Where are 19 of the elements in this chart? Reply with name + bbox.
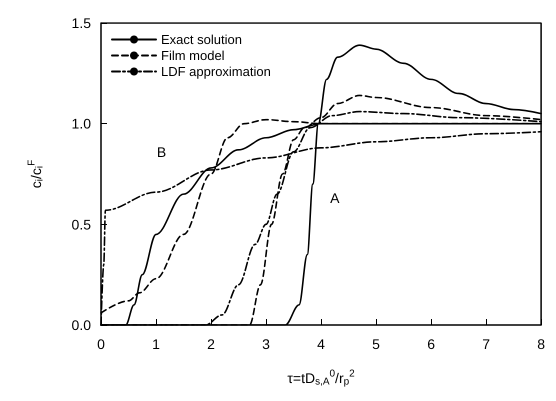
legend-label: LDF approximation — [161, 64, 271, 79]
y-tick-label: 1.5 — [72, 15, 92, 31]
annotation: B — [156, 144, 166, 160]
x-tick-label: 4 — [317, 336, 326, 352]
x-tick-label: 2 — [207, 336, 216, 352]
x-tick-label: 7 — [482, 336, 490, 352]
x-tick-label: 1 — [152, 336, 160, 352]
y-tick-label: 0.5 — [72, 216, 92, 232]
y-tick-label: 0.0 — [72, 317, 92, 333]
x-tick-label: 5 — [372, 336, 380, 352]
y-axis-title: ci/ciF — [26, 160, 46, 188]
annotation: A — [330, 190, 340, 206]
x-tick-label: 3 — [262, 336, 270, 352]
x-tick-label: 0 — [97, 336, 106, 352]
legend-label: Exact solution — [161, 32, 242, 47]
y-tick-label: 1.0 — [72, 116, 92, 132]
x-tick-label: 6 — [427, 336, 436, 352]
x-tick-label: 8 — [537, 336, 546, 352]
legend-label: Film model — [161, 48, 225, 63]
